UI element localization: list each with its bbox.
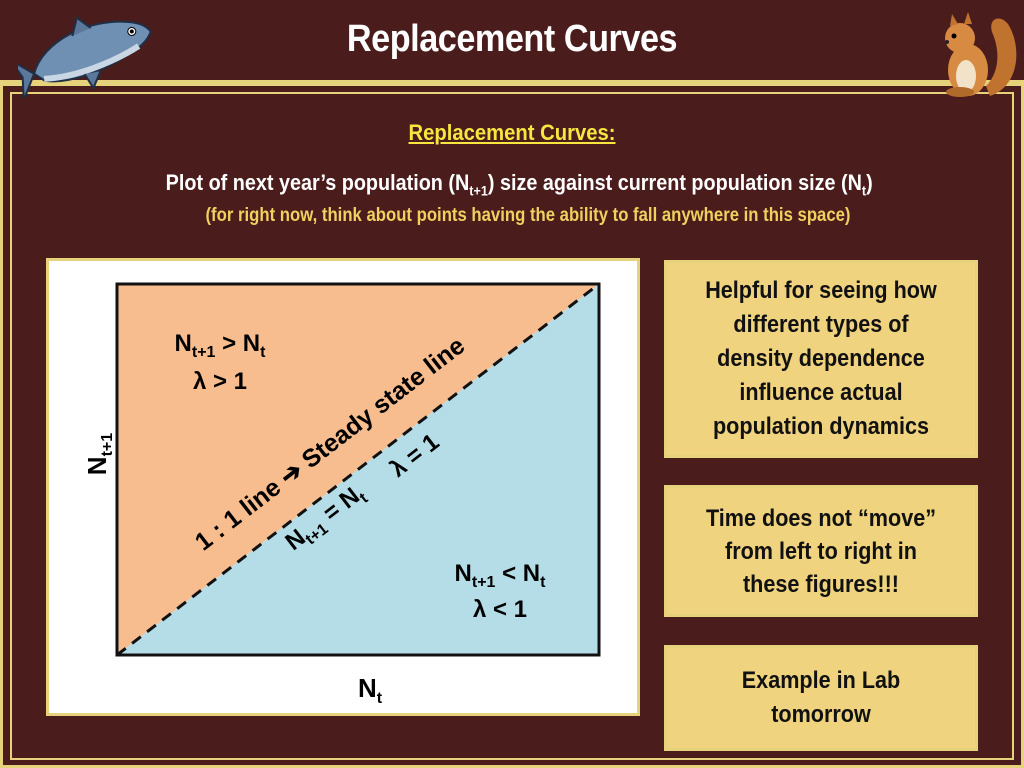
plot-border bbox=[115, 282, 601, 657]
note-box-time: Time does not “move” from left to right … bbox=[664, 485, 978, 617]
note-text-example: Example in Lab tomorrow bbox=[741, 667, 901, 728]
note-box-example: Example in Lab tomorrow bbox=[664, 645, 978, 751]
description-note: (for right now, think about points havin… bbox=[205, 205, 851, 226]
section-subtitle: Replacement Curves: bbox=[408, 120, 616, 145]
description: Plot of next year’s population (Nt+1) si… bbox=[51, 170, 987, 198]
description-mid: ) size against current population size (… bbox=[487, 170, 862, 195]
description-end: ) bbox=[866, 170, 873, 195]
lower-region-relation: Nt+1 < Nt bbox=[454, 560, 546, 591]
squirrel-icon bbox=[945, 12, 1017, 97]
upper-region-relation: Nt+1 > Nt bbox=[174, 330, 266, 361]
salmon-fish-icon bbox=[18, 16, 152, 98]
header-rule bbox=[0, 80, 1024, 86]
upper-region-lambda: λ > 1 bbox=[192, 368, 248, 395]
page-title: Replacement Curves bbox=[346, 18, 678, 60]
replacement-curve-diagram bbox=[115, 282, 601, 657]
content-frame bbox=[10, 92, 1014, 760]
note-text-helpful: Helpful for seeing how different types o… bbox=[705, 277, 937, 440]
header-band bbox=[0, 0, 1024, 80]
note-text-time: Time does not “move” from left to right … bbox=[705, 504, 937, 598]
description-sub1: t+1 bbox=[469, 182, 488, 199]
steady-state-line bbox=[116, 282, 600, 657]
description-main: Plot of next year’s population (N bbox=[165, 170, 470, 195]
lower-region-lambda: λ < 1 bbox=[472, 596, 528, 623]
x-axis-label: Nt bbox=[357, 673, 383, 708]
description-sub2: t bbox=[861, 182, 867, 199]
y-axis-label: Nt+1 bbox=[82, 432, 117, 476]
note-box-helpful: Helpful for seeing how different types o… bbox=[664, 260, 978, 458]
